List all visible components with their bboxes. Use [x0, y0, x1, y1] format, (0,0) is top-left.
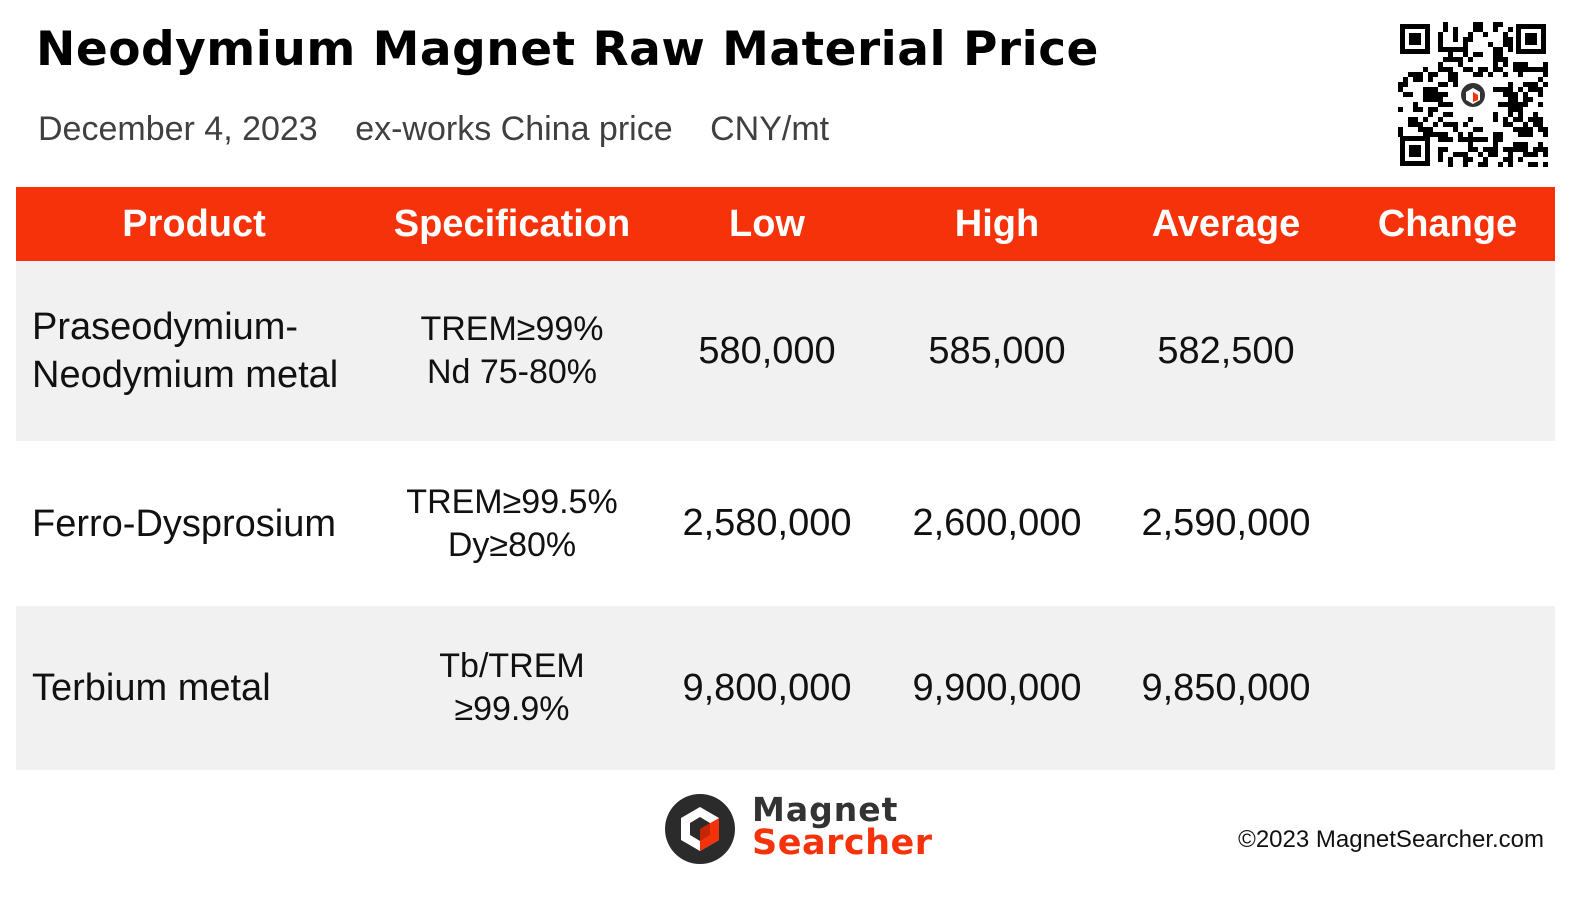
table-header-row: Product Specification Low High Average C… [16, 187, 1555, 261]
high-price-cell: 2,600,000 [882, 441, 1112, 606]
product-cell: Ferro-Dysprosium [16, 441, 372, 606]
high-price-cell: 9,900,000 [882, 606, 1112, 770]
price-table: Product Specification Low High Average C… [16, 187, 1555, 770]
column-header-specification: Specification [372, 187, 652, 261]
spec-line: Nd 75-80% [426, 353, 598, 391]
qr-code-icon[interactable] [1398, 22, 1548, 168]
spec-line: TREM≥99% [420, 310, 604, 348]
table-row: Terbium metal Tb/TREM ≥99.9% 9,800,000 9… [16, 606, 1555, 770]
high-price-cell: 585,000 [882, 261, 1112, 441]
product-name-line: Ferro-Dysprosium [32, 502, 337, 545]
product-name-line: Praseodymium- [32, 306, 299, 348]
spec-line: TREM≥99.5% [406, 482, 618, 521]
column-header-change: Change [1340, 187, 1555, 261]
low-price-cell: 9,800,000 [652, 606, 882, 770]
copyright-text: ©2023 MagnetSearcher.com [1238, 826, 1544, 853]
change-cell [1340, 606, 1555, 770]
column-header-high: High [882, 187, 1112, 261]
price-unit: CNY/mt [710, 110, 830, 148]
column-header-average: Average [1112, 187, 1340, 261]
logo-wordmark-searcher: Searcher [752, 823, 933, 863]
product-name-line: Terbium metal [32, 667, 271, 709]
spec-line: ≥99.9% [454, 690, 570, 728]
specification-cell: Tb/TREM ≥99.9% [372, 606, 652, 770]
price-date: December 4, 2023 [38, 110, 318, 148]
change-cell [1340, 441, 1555, 606]
average-price-cell: 2,590,000 [1112, 441, 1340, 606]
table-row: Ferro-Dysprosium TREM≥99.5% Dy≥80% 2,580… [16, 441, 1555, 606]
product-name-line: Neodymium metal [32, 354, 339, 396]
column-header-low: Low [652, 187, 882, 261]
average-price-cell: 582,500 [1112, 261, 1340, 441]
specification-cell: TREM≥99% Nd 75-80% [372, 261, 652, 441]
low-price-cell: 2,580,000 [652, 441, 882, 606]
low-price-cell: 580,000 [652, 261, 882, 441]
change-cell [1340, 261, 1555, 441]
logo-wordmark-magnet: Magnet [752, 790, 899, 829]
subtitle: December 4, 2023 ex-works China price CN… [38, 110, 857, 149]
page-title: Neodymium Magnet Raw Material Price [36, 22, 1099, 77]
magnet-searcher-logo-icon [665, 794, 735, 864]
product-cell: Terbium metal [16, 606, 372, 770]
column-header-product: Product [16, 187, 372, 261]
table-row: Praseodymium- Neodymium metal TREM≥99% N… [16, 261, 1555, 441]
specification-cell: TREM≥99.5% Dy≥80% [372, 441, 652, 606]
price-table-wrapper: Product Specification Low High Average C… [16, 187, 1555, 770]
price-basis: ex-works China price [355, 110, 673, 148]
average-price-cell: 9,850,000 [1112, 606, 1340, 770]
product-cell: Praseodymium- Neodymium metal [16, 261, 372, 441]
spec-line: Tb/TREM [439, 647, 585, 685]
spec-line: Dy≥80% [447, 525, 577, 564]
